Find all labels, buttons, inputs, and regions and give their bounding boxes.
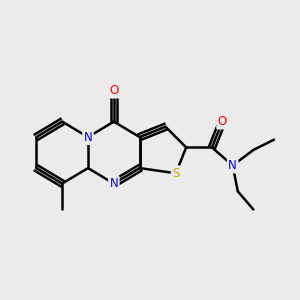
Text: N: N [228, 159, 237, 172]
Text: N: N [110, 177, 118, 190]
Text: S: S [172, 167, 179, 180]
Text: O: O [109, 84, 119, 97]
Text: O: O [218, 115, 227, 128]
Text: N: N [84, 130, 92, 144]
